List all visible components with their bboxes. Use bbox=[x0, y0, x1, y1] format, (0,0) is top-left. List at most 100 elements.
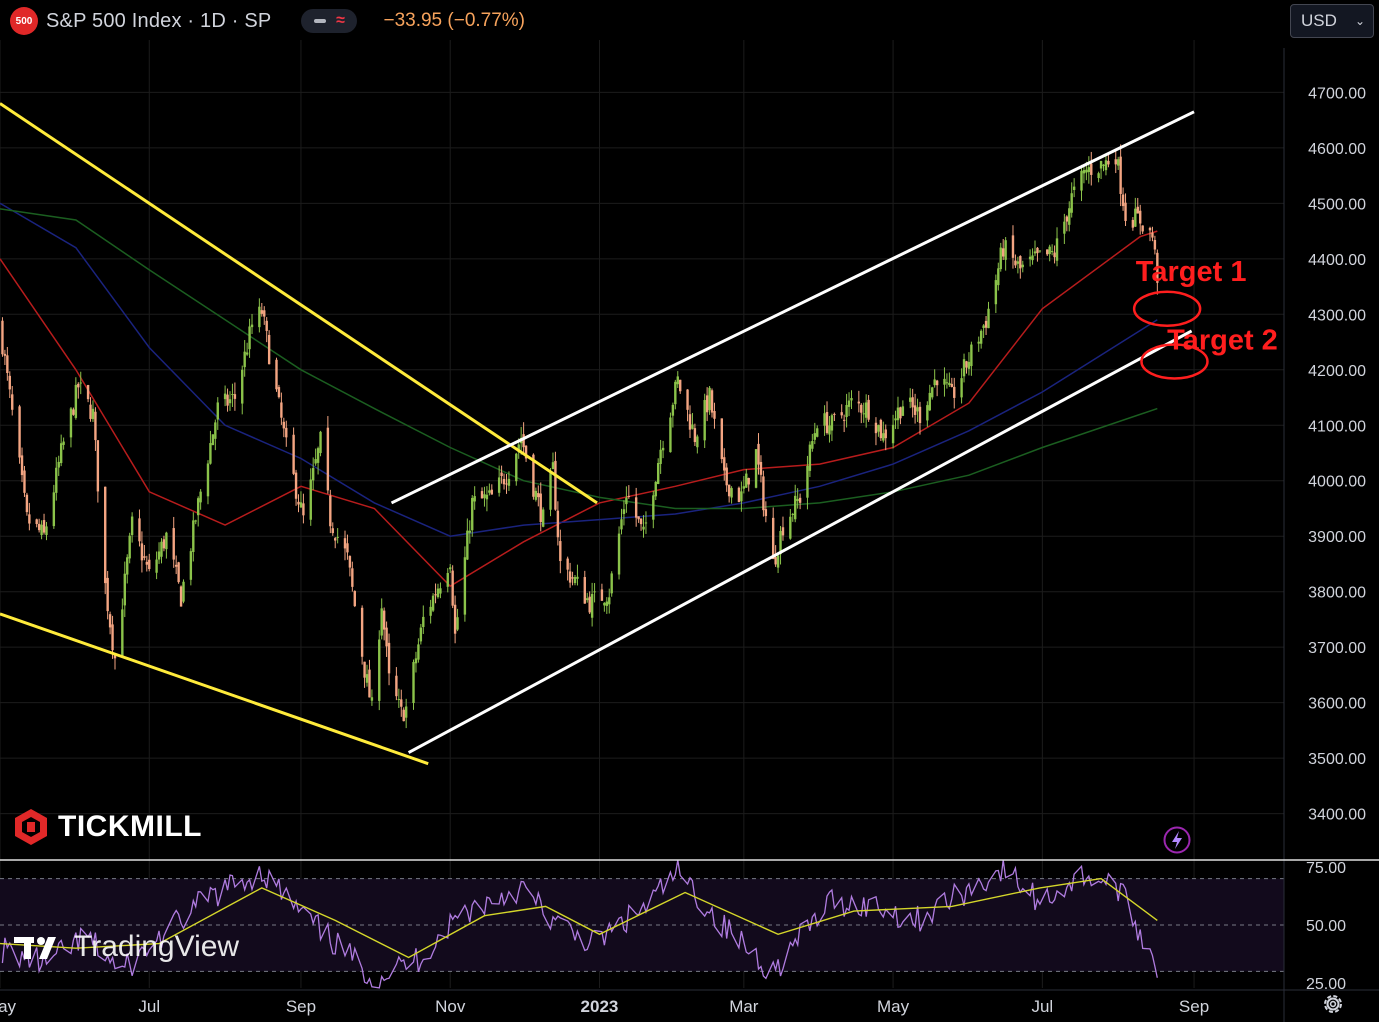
candle-body bbox=[28, 514, 31, 524]
candle-body bbox=[414, 658, 418, 664]
candle-body bbox=[669, 417, 672, 453]
candle-body bbox=[620, 519, 623, 530]
candle-body bbox=[243, 351, 246, 368]
price-axis-label: 3800.00 bbox=[1308, 585, 1366, 602]
candle-body bbox=[962, 359, 966, 377]
candle-body bbox=[999, 247, 1002, 270]
candle-body bbox=[661, 447, 665, 451]
candle-body bbox=[214, 422, 217, 439]
visibility-toggle[interactable]: ≈ bbox=[301, 9, 358, 33]
candle-body bbox=[554, 460, 557, 510]
candle-body bbox=[378, 639, 381, 701]
trendline-yellow bbox=[0, 102, 598, 505]
candle-body bbox=[263, 310, 266, 317]
gear-icon[interactable] bbox=[1321, 992, 1345, 1016]
candle-body bbox=[449, 567, 452, 570]
candle-body bbox=[480, 491, 484, 499]
candle-body bbox=[713, 410, 716, 419]
candle-body bbox=[847, 400, 851, 407]
candle-body bbox=[439, 588, 442, 594]
candle-body bbox=[842, 419, 846, 421]
candle-body bbox=[522, 434, 525, 448]
candle-body bbox=[155, 559, 158, 573]
candle-body bbox=[945, 382, 949, 384]
candle-body bbox=[737, 487, 741, 502]
candle-body bbox=[1055, 238, 1059, 261]
candle-body bbox=[412, 662, 415, 704]
candle-body bbox=[771, 517, 775, 559]
candle-body bbox=[891, 424, 895, 444]
candle-body bbox=[285, 427, 288, 438]
candle-body bbox=[586, 598, 589, 601]
candle-body bbox=[862, 413, 865, 415]
candle-body bbox=[471, 497, 474, 531]
candle-body bbox=[329, 495, 332, 527]
candlesticks bbox=[1, 144, 1159, 729]
lightning-icon[interactable] bbox=[1163, 826, 1191, 854]
candle-body bbox=[91, 408, 95, 420]
candle-body bbox=[1082, 170, 1086, 174]
symbol-title[interactable]: S&P 500 Index · 1D · SP bbox=[46, 9, 272, 32]
candle-body bbox=[617, 533, 621, 575]
candle-body bbox=[282, 421, 286, 429]
candle-body bbox=[89, 404, 92, 419]
candle-body bbox=[18, 406, 21, 458]
candle-body bbox=[845, 405, 848, 418]
moving-average-red bbox=[0, 230, 1158, 588]
currency-select[interactable]: USD ⌄ bbox=[1290, 4, 1374, 38]
candle-body bbox=[791, 513, 794, 515]
candle-body bbox=[874, 422, 878, 434]
candle-body bbox=[206, 463, 210, 497]
candle-body bbox=[559, 541, 562, 562]
candle-body bbox=[404, 706, 408, 718]
candle-body bbox=[723, 457, 726, 471]
candle-body bbox=[505, 483, 508, 485]
candle-body bbox=[679, 379, 682, 392]
candle-body bbox=[485, 494, 489, 500]
candle-body bbox=[625, 497, 628, 505]
price-axis-label: 4500.00 bbox=[1308, 196, 1366, 213]
candle-body bbox=[867, 399, 870, 420]
candle-body bbox=[334, 538, 337, 541]
rsi-axis-label: 75.00 bbox=[1306, 860, 1346, 877]
candle-body bbox=[488, 490, 491, 493]
candle-body bbox=[228, 399, 232, 404]
candle-body bbox=[864, 402, 868, 418]
candle-body bbox=[140, 543, 144, 561]
target-ellipse bbox=[1132, 290, 1202, 328]
candle-body bbox=[483, 494, 486, 499]
candle-body bbox=[1136, 206, 1139, 214]
candle-body bbox=[688, 414, 692, 430]
minus-icon bbox=[314, 19, 327, 23]
candle-body bbox=[1016, 261, 1020, 264]
candle-body bbox=[194, 520, 197, 522]
trendline-white bbox=[390, 110, 1195, 505]
price-axis-label: 3700.00 bbox=[1308, 640, 1366, 657]
candle-body bbox=[233, 394, 237, 399]
rsi-axis-label: 50.00 bbox=[1306, 918, 1346, 935]
candle-body bbox=[960, 378, 963, 398]
candle-body bbox=[174, 564, 178, 567]
candle-body bbox=[965, 361, 968, 368]
candle-body bbox=[52, 492, 56, 527]
candle-body bbox=[380, 608, 383, 636]
candle-body bbox=[395, 675, 398, 697]
candle-body bbox=[916, 407, 919, 412]
candle-body bbox=[627, 495, 631, 497]
candle-body bbox=[42, 520, 46, 533]
candle-body bbox=[747, 478, 750, 485]
candle-body bbox=[776, 555, 780, 568]
candle-body bbox=[860, 404, 863, 413]
candle-body bbox=[515, 453, 518, 482]
candle-body bbox=[196, 498, 200, 516]
candle-body bbox=[216, 402, 219, 420]
candle-body bbox=[1114, 159, 1117, 165]
candle-body bbox=[446, 573, 449, 587]
candle-body bbox=[422, 616, 425, 628]
candle-body bbox=[160, 541, 163, 557]
candle-body bbox=[911, 397, 914, 408]
candle-body bbox=[397, 699, 401, 701]
candle-body bbox=[172, 528, 175, 560]
candle-body bbox=[351, 568, 354, 587]
